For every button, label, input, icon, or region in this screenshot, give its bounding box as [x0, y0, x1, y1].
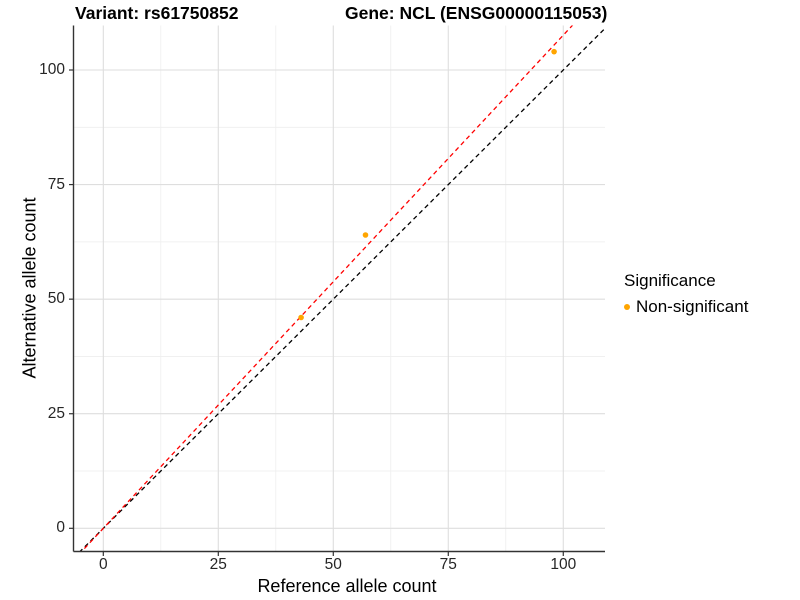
y-axis-title: Alternative allele count	[19, 197, 40, 379]
data-point	[298, 314, 304, 321]
y-tick-label: 25	[47, 404, 65, 422]
x-tick-label: 75	[439, 556, 457, 573]
x-tick-label: 25	[209, 556, 227, 573]
x-tick-label: 50	[324, 556, 342, 573]
y-tick-label: 75	[47, 175, 65, 193]
point-swatch-icon	[624, 304, 630, 310]
y-tick-label: 50	[47, 290, 65, 308]
data-point	[362, 232, 369, 238]
plot-title-gene: Gene: NCL (ENSG00000115053)	[345, 3, 608, 23]
x-axis-title: Reference allele count	[257, 576, 437, 596]
legend: Significance Non-significant	[624, 271, 748, 317]
identity-line	[79, 27, 605, 552]
legend-item-non-significant: Non-significant	[624, 297, 748, 317]
legend-title: Significance	[624, 271, 716, 290]
y-tick-label: 0	[56, 519, 65, 537]
plot-title-variant: Variant: rs61750852	[75, 3, 239, 23]
x-tick-label: 0	[98, 556, 108, 573]
legend-item-label: Non-significant	[636, 297, 749, 316]
y-tick-label: 100	[39, 61, 65, 78]
x-tick-label: 100	[550, 556, 577, 573]
fit-line	[80, 25, 574, 552]
data-point	[551, 48, 557, 55]
